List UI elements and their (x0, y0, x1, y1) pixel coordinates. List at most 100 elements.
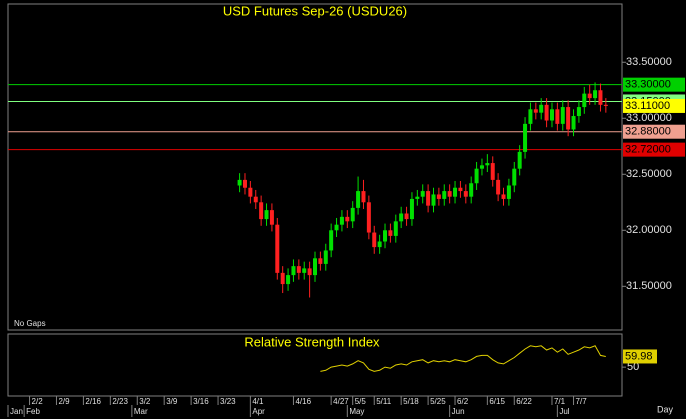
y-tick-label: 50 (627, 361, 639, 373)
price-panel (7, 3, 623, 331)
candle-body (296, 266, 301, 273)
x-tick-label: 7/7 (576, 397, 588, 406)
candle-body (318, 258, 323, 264)
candle-body (436, 194, 441, 199)
candle-body (356, 191, 361, 208)
rsi-title: Relative Strength Index (244, 334, 380, 349)
candle-body (264, 210, 269, 220)
candle-body (420, 191, 425, 197)
y-tick-label: 31.50000 (626, 280, 672, 292)
candle-body (485, 163, 490, 166)
candle-body (512, 168, 517, 186)
x-tick-label: 5/11 (376, 397, 392, 406)
x-tick-label: 5/5 (355, 397, 367, 406)
month-label: Feb (26, 407, 40, 416)
candle-body (544, 104, 549, 121)
x-tick-label: 3/23 (220, 397, 236, 406)
level-label: 32.88000 (625, 126, 671, 138)
candle-body (598, 90, 603, 105)
x-tick-label: 4/27 (333, 397, 349, 406)
x-tick-label: 6/22 (516, 397, 532, 406)
candle-body (383, 230, 388, 242)
candle-body (560, 107, 565, 124)
month-label: Apr (252, 407, 265, 416)
rsi-value-label: 59.98 (625, 350, 653, 362)
candle-body (474, 168, 479, 184)
last-price-label: 33.11000 (625, 100, 670, 112)
level-label-box (623, 142, 685, 157)
x-tick-label: 5/18 (403, 397, 419, 406)
candle-body (587, 93, 592, 99)
candle-body (242, 179, 247, 188)
candle-body (593, 90, 598, 99)
x-tick-label: 3/9 (166, 397, 178, 406)
chart-title: USD Futures Sep-26 (USDU26) (223, 3, 407, 18)
x-tick-label: 2/16 (85, 397, 101, 406)
candle-body (291, 266, 296, 276)
candle-body (313, 258, 317, 276)
month-label: Mar (134, 407, 148, 416)
month-label: Jan (10, 407, 23, 416)
candle-body (501, 194, 506, 199)
candle-body (339, 216, 344, 225)
candle-body (399, 213, 404, 222)
candle-body (259, 202, 264, 220)
candle-body (334, 224, 339, 231)
candle-body (431, 194, 436, 206)
candle-body (237, 179, 242, 186)
candle-body (603, 104, 608, 106)
candle-body (555, 109, 560, 124)
y-tick-label: 33.50000 (626, 56, 672, 68)
candle-body (275, 224, 280, 273)
candle-body (345, 216, 350, 222)
candle-body (496, 179, 501, 195)
month-label: May (349, 407, 364, 416)
x-tick-label: 4/1 (252, 397, 264, 406)
candle-body (409, 198, 414, 220)
x-tick-label: 7/1 (554, 397, 566, 406)
note: No Gaps (14, 319, 46, 328)
x-tick-label: 6/2 (457, 397, 469, 406)
candle-body (490, 163, 495, 180)
candle-body (377, 241, 382, 248)
candle-body (415, 196, 420, 199)
level-label: 33.30000 (625, 79, 671, 91)
candle-body (442, 191, 447, 199)
x-tick-label: 6/15 (489, 397, 505, 406)
x-tick-label: 4/16 (295, 397, 311, 406)
candle-body (404, 213, 409, 220)
candle-body (463, 191, 468, 197)
candle-body (517, 151, 522, 169)
month-label: Jul (559, 407, 569, 416)
candle-body (576, 107, 581, 117)
candle-body (571, 116, 576, 130)
y-tick-label: 33.00000 (626, 112, 672, 124)
y-tick-label: 32.50000 (626, 168, 672, 180)
candle-body (329, 230, 334, 251)
level-label: 32.72000 (625, 144, 671, 156)
month-label: Jun (452, 407, 465, 416)
candle-body (506, 185, 511, 199)
candle-body (523, 123, 528, 152)
last-price-box (623, 98, 685, 113)
x-tick-label: 3/16 (193, 397, 209, 406)
candle-body (253, 196, 258, 203)
candle-body (280, 272, 285, 285)
y-tick-label: 32.00000 (626, 224, 672, 236)
candle-body (269, 210, 274, 225)
level-label-box (623, 77, 685, 92)
candle-body (479, 165, 484, 169)
candle-body (307, 268, 312, 276)
candle-body (388, 230, 393, 236)
candle-body (372, 232, 377, 248)
rsi-line (320, 345, 606, 372)
level-label-box (623, 124, 685, 139)
x-tick-label: 2/23 (112, 397, 128, 406)
candle-body (366, 202, 371, 233)
rsi-value-box (623, 349, 657, 364)
candle-body (350, 207, 355, 222)
candle-body (539, 104, 544, 113)
candle-body (458, 187, 463, 192)
